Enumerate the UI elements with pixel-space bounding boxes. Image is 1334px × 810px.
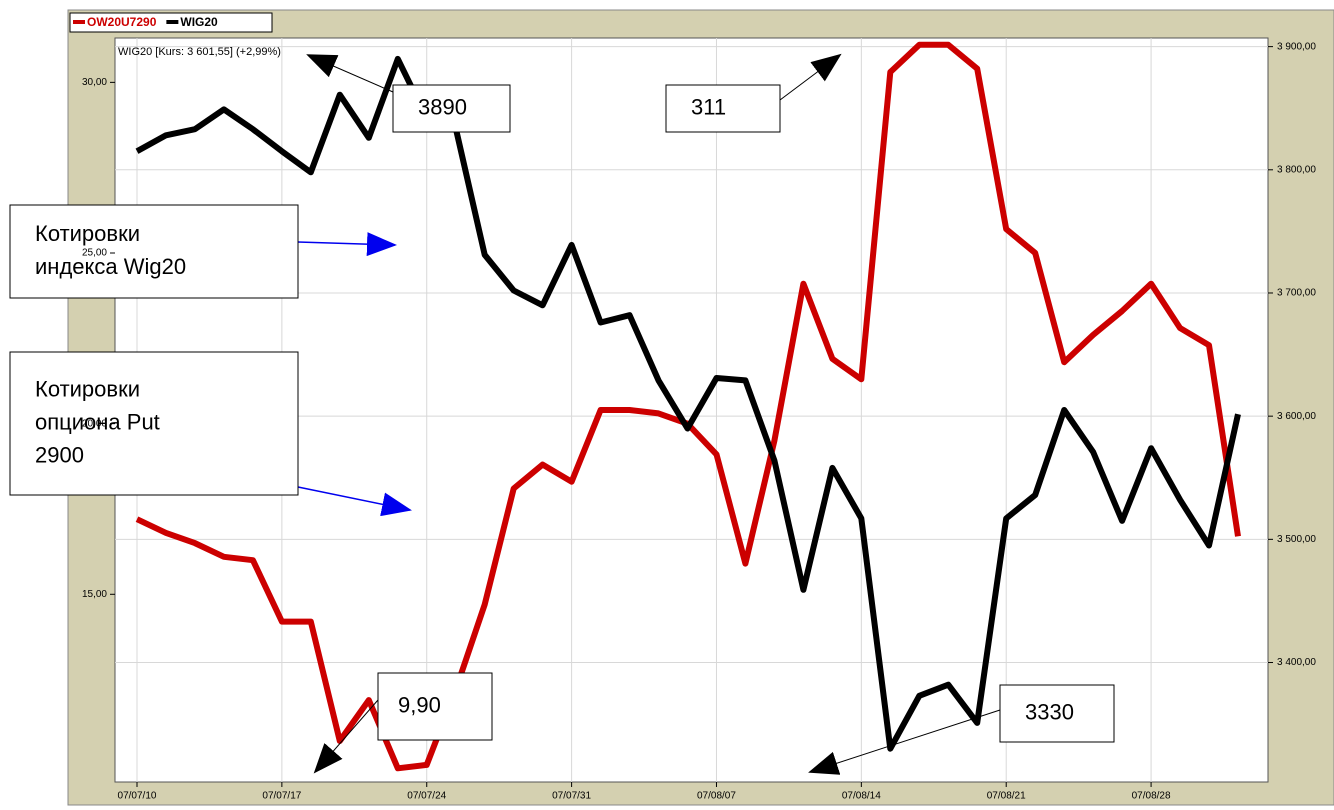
arrow <box>779 53 842 101</box>
y2-tick-label: 3 800,00 <box>1277 164 1316 175</box>
x-tick-label: 07/08/07 <box>697 791 736 802</box>
x-tick-label: 07/08/14 <box>842 791 881 802</box>
plot-area <box>114 37 1269 783</box>
annotation-text: 3330 <box>1025 699 1074 724</box>
x-tick-label: 07/08/28 <box>1132 791 1171 802</box>
y2-tick-label: 3 500,00 <box>1277 534 1316 545</box>
y2-tick-label: 3 400,00 <box>1277 657 1316 668</box>
y2-tick-label: 3 600,00 <box>1277 411 1316 422</box>
lines <box>135 41 1241 772</box>
annotation-text: 2900 <box>35 442 84 467</box>
annotation-text: 3890 <box>418 94 467 119</box>
annotation-box <box>999 684 1115 743</box>
annotation-box <box>9 351 299 496</box>
annotation-text: 311 <box>691 94 726 119</box>
legend-swatch <box>166 20 179 24</box>
y-tick-label: 30,00 <box>82 77 107 88</box>
arrows <box>297 53 1001 775</box>
x-tick-label: 07/07/24 <box>407 791 446 802</box>
annotation-text: Котировки <box>35 221 140 246</box>
annotation-box <box>377 672 493 741</box>
annotation-box <box>9 204 299 299</box>
x-tick-label: 07/07/10 <box>118 791 157 802</box>
annotation-text: индекса Wig20 <box>35 254 186 279</box>
arrow <box>306 54 394 93</box>
y-tick-label: 15,00 <box>82 589 107 600</box>
arrow <box>313 699 379 774</box>
series-line <box>135 55 1241 752</box>
legend-label: OW20U7290 <box>87 15 157 29</box>
legend-swatch <box>73 20 85 24</box>
x-tick-label: 07/08/21 <box>987 791 1026 802</box>
annotation-box <box>665 84 781 133</box>
arrow <box>297 486 412 517</box>
legend: OW20U7290 WIG20 <box>69 12 273 33</box>
y-tick-label: 25,00 <box>82 248 107 259</box>
annotation-text: 9,90 <box>398 692 441 717</box>
annotation-text: опциона Put <box>35 409 160 434</box>
x-tick-label: 07/07/31 <box>552 791 591 802</box>
arrow <box>297 232 397 257</box>
info-text: WIG20 [Kurs: 3 601,55] (+2,99%) <box>118 46 281 58</box>
y-tick-label: 20,00 <box>82 418 107 429</box>
arrow <box>808 709 1001 775</box>
y2-tick-label: 3 900,00 <box>1277 41 1316 52</box>
annotations: 3890 311 9,90 3330 Котировки индекса Wig20 Кот… <box>9 84 1115 743</box>
annotation-box <box>392 84 511 133</box>
x-tick-label: 07/07/17 <box>262 791 301 802</box>
legend-label: WIG20 <box>180 15 218 29</box>
y2-tick-label: 3 700,00 <box>1277 288 1316 299</box>
annotation-text: Котировки <box>35 376 140 401</box>
